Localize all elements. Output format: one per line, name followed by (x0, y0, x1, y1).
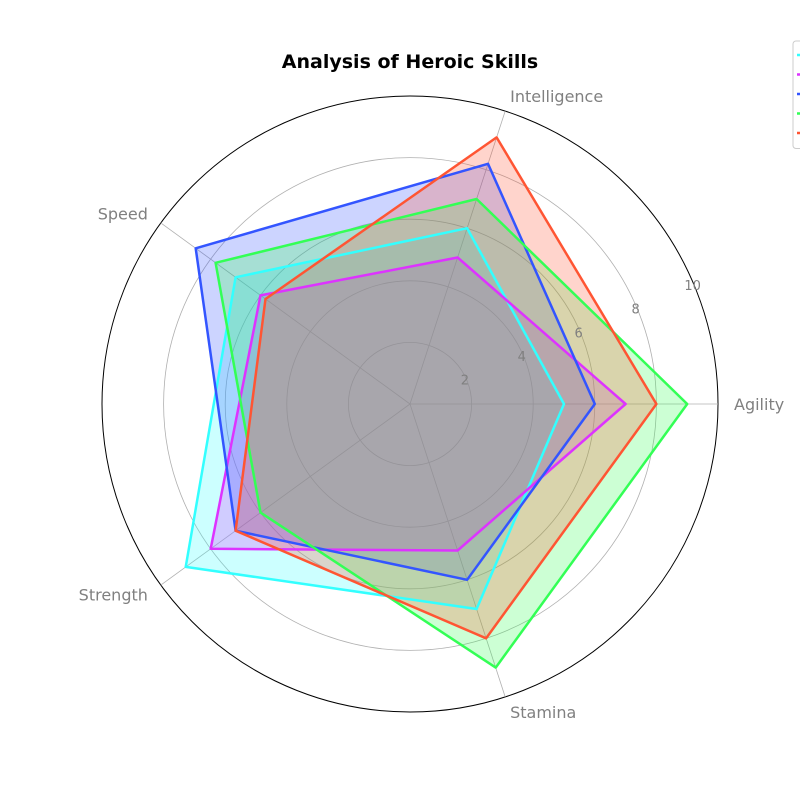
spoke-speed (160, 222, 411, 405)
axis-label-agility: Agility (734, 395, 784, 414)
series-3-line (194, 162, 597, 582)
series-4-line (214, 197, 689, 669)
axis-labels: Agility Intelligence Speed Strength Stamina (79, 87, 785, 722)
axis-label-strength: Strength (79, 585, 148, 604)
legend-frame (792, 40, 800, 149)
series-1-fill (185, 228, 564, 609)
radar-series-group (184, 136, 689, 669)
series-1-line (184, 226, 566, 611)
radial-tick-labels: 2 4 6 8 10 (461, 279, 701, 388)
axis-label-speed: Speed (98, 205, 148, 224)
chart-title: Analysis of Heroic Skills (282, 51, 538, 73)
series-3-fill (195, 163, 595, 580)
tick-label-6: 6 (575, 326, 583, 341)
tick-label-10: 10 (684, 279, 701, 294)
series-5-fill (235, 137, 657, 639)
tick-label-4: 4 (518, 350, 526, 365)
series-2-fill (210, 257, 626, 551)
tick-label-8: 8 (631, 303, 639, 318)
spoke-strength (160, 403, 411, 586)
series-2-line (209, 256, 627, 552)
legend (792, 40, 800, 149)
axis-label-stamina: Stamina (510, 703, 576, 722)
series-5-line (234, 136, 658, 640)
axis-label-intelligence: Intelligence (510, 87, 603, 106)
tick-label-2: 2 (461, 373, 469, 388)
